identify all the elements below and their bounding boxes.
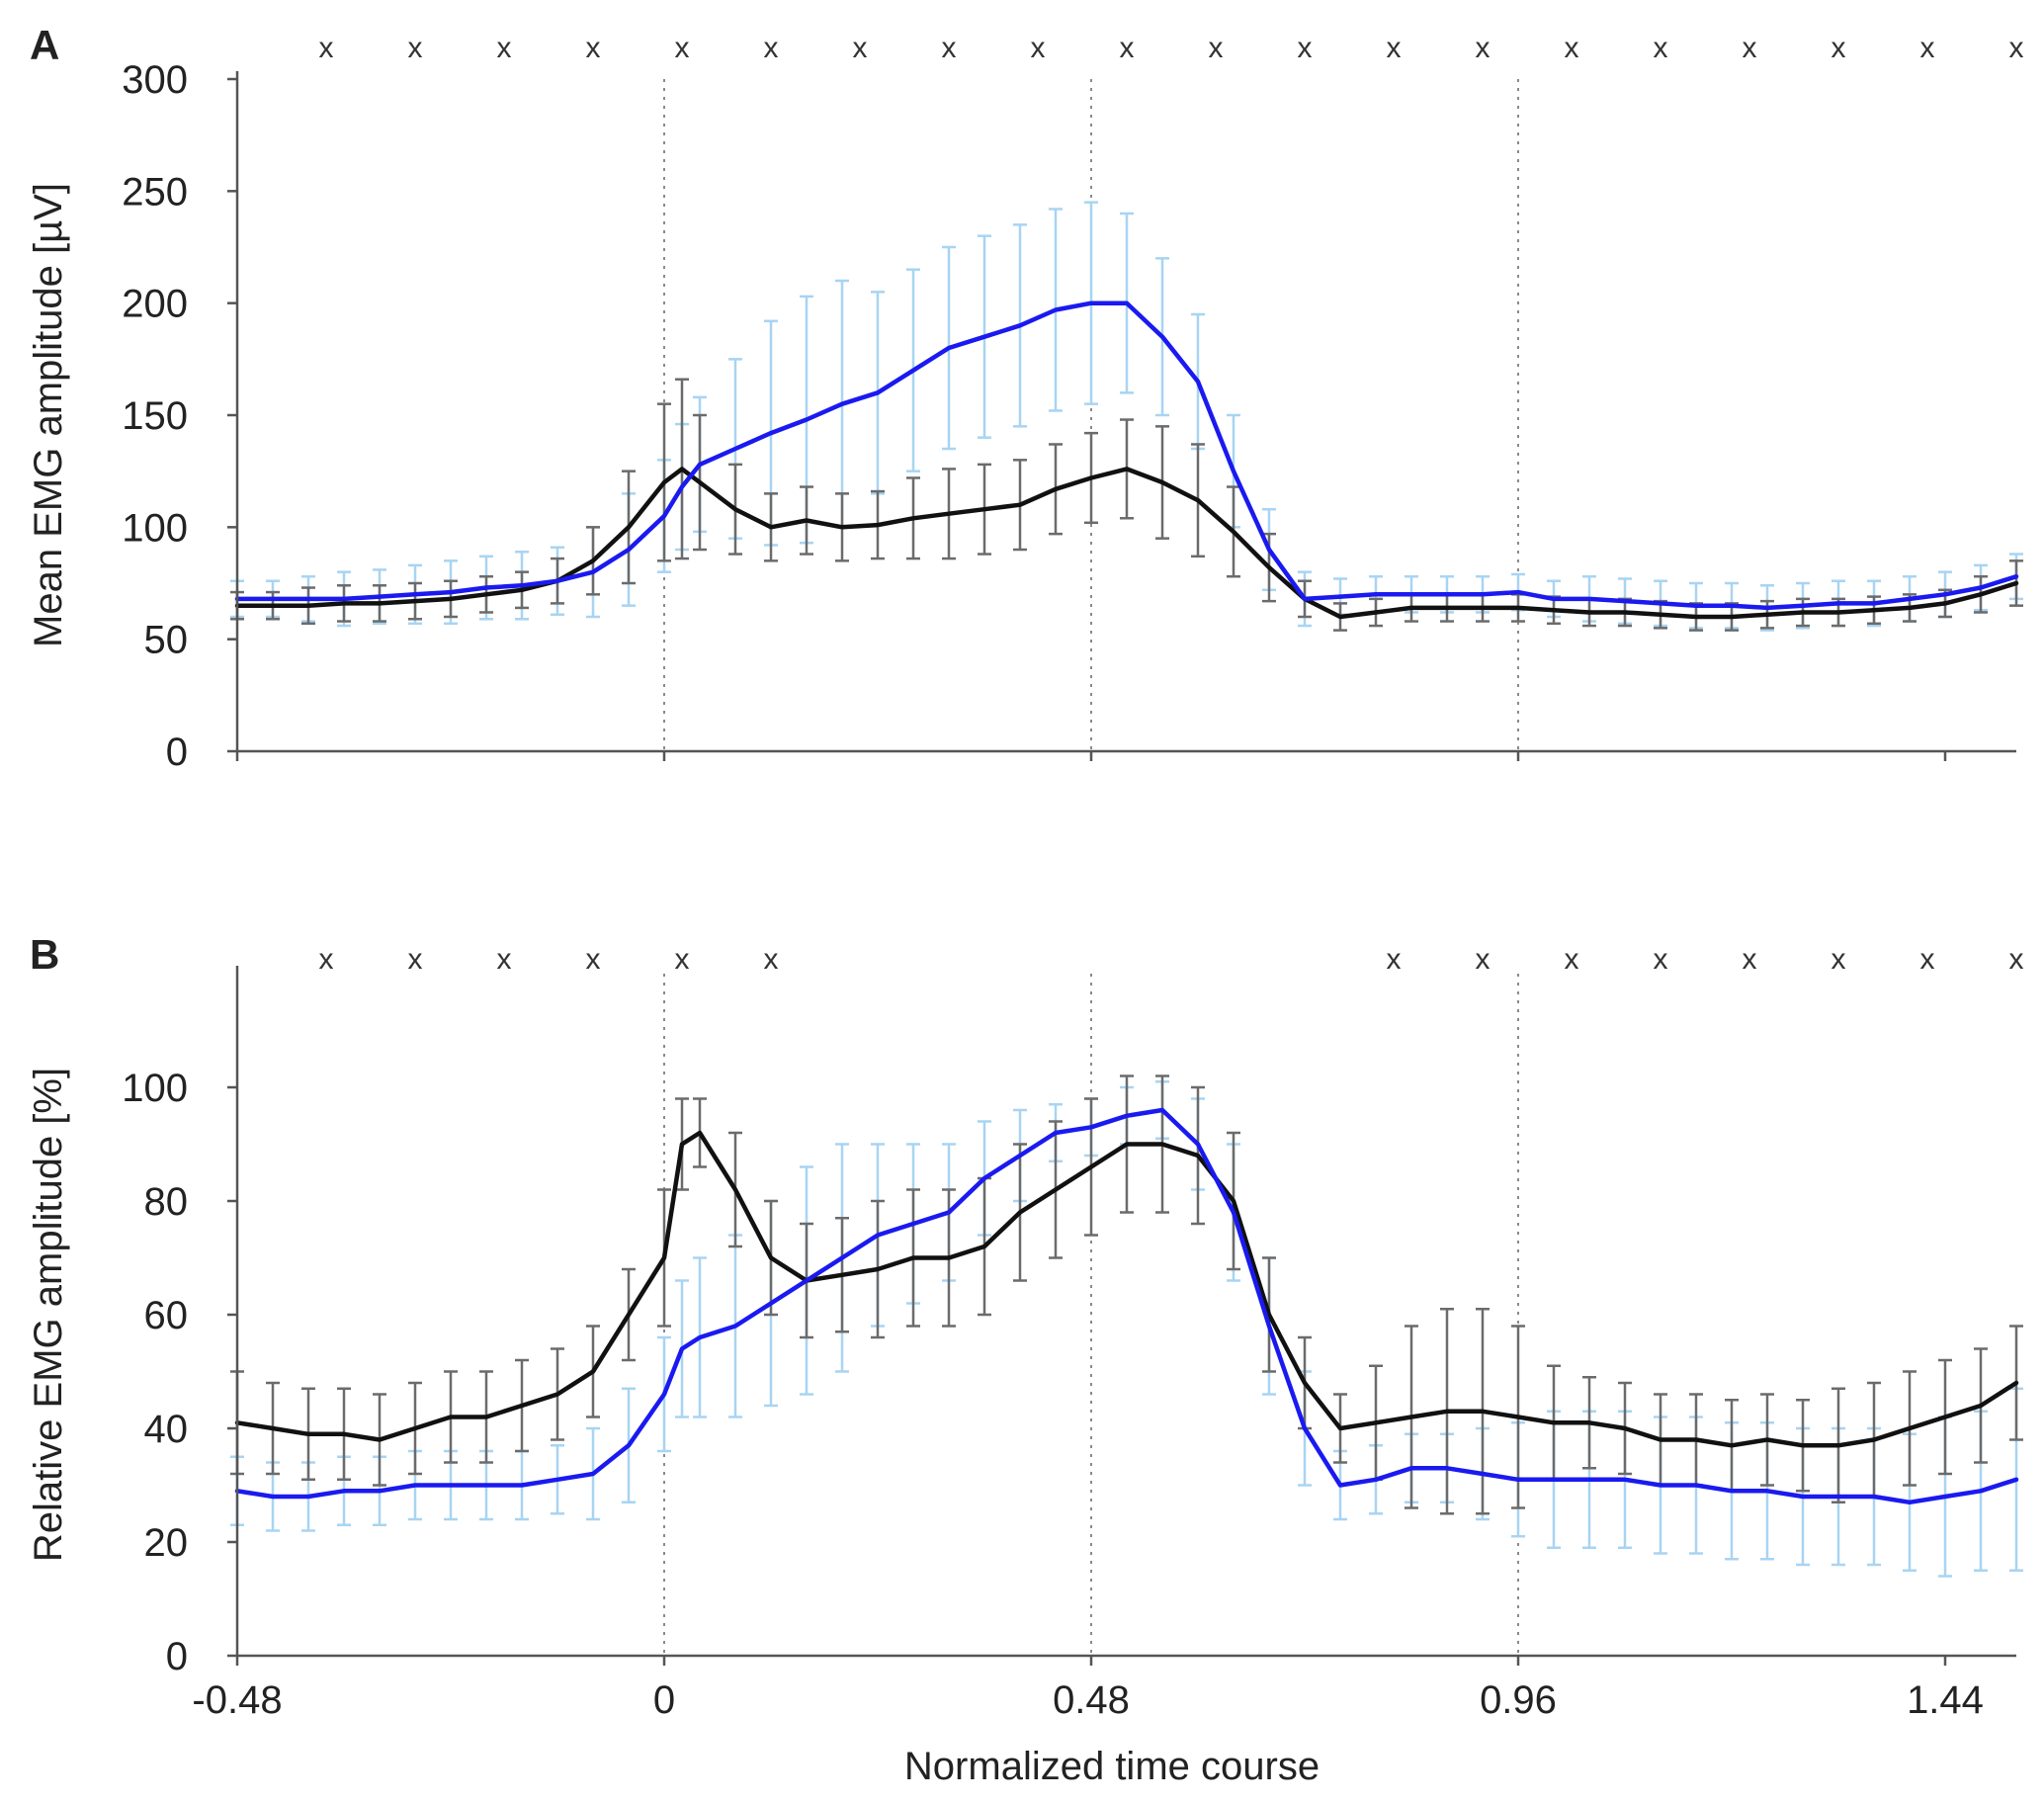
panel-b-series-line-black: [234, 1130, 2019, 1448]
panel-a-y-axis: 0 50 100 150 200 250 300: [122, 58, 239, 774]
panel-b-series-line-blue: [234, 1107, 2019, 1505]
panel-a-y-tick-label: 150: [122, 394, 188, 438]
panel-b-letter: B: [30, 931, 59, 978]
panel-b-x-tick-label: -0.48: [192, 1678, 282, 1722]
panel-b-significance-mark: x: [408, 943, 423, 976]
panel-b-significance-mark: x: [1743, 943, 1757, 976]
panel-a-y-axis-title: Mean EMG amplitude [µV]: [27, 183, 70, 647]
panel-a-significance-mark: x: [408, 32, 423, 64]
panel-a-significance-mark: x: [1743, 32, 1757, 64]
panel-b-significance-mark: x: [1565, 943, 1579, 976]
panel-b-y-tick-label: 100: [122, 1067, 188, 1110]
panel-b-significance-mark: x: [1654, 943, 1668, 976]
panel-b-errorbars-black: [230, 1074, 2023, 1515]
panel-b-y-tick-label: 20: [144, 1521, 189, 1565]
panel-a-y-tick-label: 250: [122, 170, 188, 214]
panel-a-significance-mark: x: [319, 32, 334, 64]
panel-a-significance-mark: x: [1476, 32, 1490, 64]
panel-a-significance-mark: x: [1031, 32, 1046, 64]
panel-b-y-tick-label: 60: [144, 1294, 189, 1337]
panel-a-significance-mark: x: [1565, 32, 1579, 64]
x-axis-title: Normalized time course: [904, 1745, 1320, 1788]
panel-b-y-tick-label: 80: [144, 1180, 189, 1224]
panel-a-significance-mark: x: [1920, 32, 1935, 64]
panel-a-significance-mark: x: [764, 32, 779, 64]
panel-a-significance-mark: x: [1209, 32, 1224, 64]
panel-a-significance-mark: x: [2009, 32, 2024, 64]
panel-b-significance-mark: x: [497, 943, 512, 976]
panel-a-significance-mark: x: [853, 32, 868, 64]
panel-a-x-axis: [235, 749, 2016, 761]
panel-b-x-tick-label: 1.44: [1907, 1678, 1984, 1722]
panel-b-significance-mark: x: [675, 943, 690, 976]
panel-a-significance-mark: x: [586, 32, 601, 64]
panel-b-x-axis: -0.48 0 0.48 0.96 1.44: [192, 1654, 2016, 1722]
panel-b-x-tick-label: 0: [653, 1678, 675, 1722]
panel-a-series-line-blue: [234, 300, 2019, 611]
panel-b-significance-mark: x: [764, 943, 779, 976]
panel-a-errorbars-blue: [230, 201, 2023, 632]
panel-a: A x x x x x x x x x x x x x x x x x x x x 0 50 100 150 200 250 30…: [27, 22, 2024, 774]
panel-b-y-axis: 0 20 40 60 80 100: [122, 966, 239, 1678]
panel-b-y-axis-title: Relative EMG amplitude [%]: [27, 1068, 70, 1562]
panel-b-significance-mark: x: [1387, 943, 1402, 976]
panel-a-significance-mark: x: [1654, 32, 1668, 64]
panel-a-y-tick-label: 200: [122, 283, 188, 326]
panel-a-y-tick-label: 300: [122, 58, 188, 102]
panel-b-series: [234, 1107, 2019, 1505]
panel-b-significance-mark: x: [319, 943, 334, 976]
panel-a-series: [234, 300, 2019, 620]
panel-b-significance-mark: x: [2009, 943, 2024, 976]
panel-b-y-tick-label: 40: [144, 1408, 189, 1451]
panel-b-significance-mark: x: [586, 943, 601, 976]
panel-b-significance-mark: x: [1831, 943, 1846, 976]
panel-a-y-tick-label: 100: [122, 506, 188, 550]
panel-a-gridlines: [663, 79, 1519, 751]
panel-a-significance-mark: x: [1120, 32, 1135, 64]
panel-b-gridlines: [663, 974, 1519, 1656]
panel-b-x-tick-label: 0.96: [1480, 1678, 1557, 1722]
panel-a-significance-mark: x: [942, 32, 957, 64]
panel-b-significance-mark: x: [1920, 943, 1935, 976]
panel-a-significance-mark: x: [1831, 32, 1846, 64]
panel-a-significance-mark: x: [497, 32, 512, 64]
panel-b-y-tick-label: 0: [166, 1635, 188, 1678]
panel-a-significance-mark: x: [1387, 32, 1402, 64]
panel-a-significance-mark: x: [1298, 32, 1313, 64]
panel-a-y-tick-label: 50: [144, 619, 189, 662]
panel-a-y-tick-label: 0: [166, 730, 188, 774]
panel-a-letter: A: [30, 22, 59, 68]
panel-b-significance-mark: x: [1476, 943, 1490, 976]
panel-b-x-tick-label: 0.48: [1053, 1678, 1130, 1722]
panel-a-significance-mark: x: [675, 32, 690, 64]
